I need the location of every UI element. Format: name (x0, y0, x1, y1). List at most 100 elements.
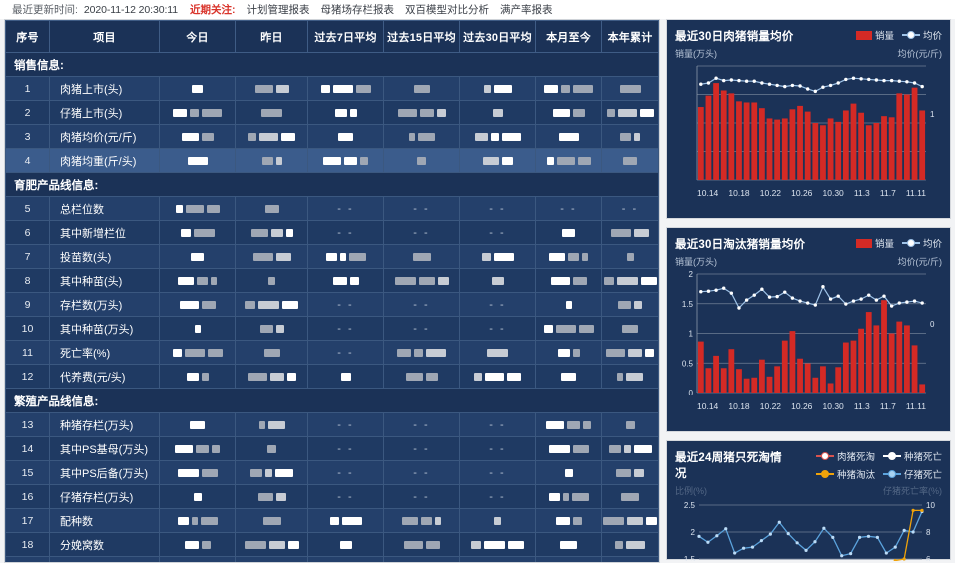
column-header-7[interactable]: 本月至今 (535, 20, 602, 53)
table-cell[interactable] (535, 460, 602, 485)
table-cell[interactable]: - - (307, 220, 384, 245)
table-cell[interactable]: - - (459, 460, 536, 485)
table-cell[interactable] (159, 244, 236, 269)
table-row[interactable]: 13 种猪存栏(万头) - - - - - - (5, 412, 659, 437)
table-cell[interactable] (383, 148, 460, 173)
table-cell[interactable] (535, 76, 602, 101)
table-cell[interactable] (535, 316, 602, 341)
table-cell[interactable] (459, 364, 536, 389)
table-cell[interactable] (159, 268, 236, 293)
table-cell[interactable]: - - (459, 196, 536, 221)
table-cell[interactable] (235, 484, 308, 509)
chart3-legend-breeder-death[interactable]: 种猪死亡 (882, 449, 942, 463)
table-cell[interactable] (159, 220, 236, 245)
table-cell[interactable] (535, 220, 602, 245)
table-cell[interactable] (535, 148, 602, 173)
table-cell[interactable]: - - (307, 340, 384, 365)
table-cell[interactable] (535, 412, 602, 437)
column-header-5[interactable]: 过去15日平均 (383, 20, 460, 53)
table-cell[interactable] (235, 508, 308, 533)
table-cell[interactable] (159, 412, 236, 437)
table-cell[interactable] (601, 148, 659, 173)
table-cell[interactable] (307, 508, 384, 533)
table-cell[interactable] (535, 532, 602, 557)
table-cell[interactable]: - - (307, 436, 384, 461)
table-cell[interactable] (601, 124, 659, 149)
table-cell[interactable] (459, 76, 536, 101)
table-cell[interactable] (235, 292, 308, 317)
table-cell[interactable] (601, 220, 659, 245)
table-row[interactable]: 17 配种数 (5, 508, 659, 533)
table-cell[interactable] (601, 460, 659, 485)
table-cell[interactable] (459, 508, 536, 533)
table-cell[interactable] (383, 244, 460, 269)
table-cell[interactable] (383, 556, 460, 562)
table-cell[interactable] (307, 124, 384, 149)
table-row[interactable]: 10 其中种苗(万头) - - - - - - (5, 316, 659, 341)
table-cell[interactable] (307, 268, 384, 293)
table-cell[interactable] (383, 340, 460, 365)
table-cell[interactable]: - - (459, 412, 536, 437)
table-cell[interactable]: - - (383, 436, 460, 461)
table-cell[interactable] (601, 268, 659, 293)
table-cell[interactable] (159, 556, 236, 562)
table-cell[interactable] (235, 532, 308, 557)
table-cell[interactable]: - - (307, 412, 384, 437)
table-cell[interactable] (235, 244, 308, 269)
table-cell[interactable] (235, 124, 308, 149)
table-cell[interactable]: - - (383, 484, 460, 509)
table-row[interactable]: 14 其中PS基母(万头) - - - - - - (5, 436, 659, 461)
chart1-legend-volume[interactable]: 销量 (855, 28, 894, 42)
table-cell[interactable]: - - (459, 220, 536, 245)
table-cell[interactable] (235, 220, 308, 245)
table-cell[interactable] (383, 532, 460, 557)
table-row[interactable]: 6 其中新增栏位 - - - - - - (5, 220, 659, 245)
table-cell[interactable] (235, 340, 308, 365)
table-cell[interactable] (601, 556, 659, 562)
table-cell[interactable] (235, 364, 308, 389)
chart-card-mortality-culling[interactable]: 最近24周猪只死淘情况 肉猪死淘 种猪死亡 种猪淘汰 仔猪死亡 (666, 440, 951, 563)
table-cell[interactable] (235, 76, 308, 101)
table-cell[interactable] (459, 244, 536, 269)
table-cell[interactable]: - - (307, 460, 384, 485)
table-cell[interactable] (159, 124, 236, 149)
table-cell[interactable]: - - (459, 436, 536, 461)
table-cell[interactable]: - - (383, 316, 460, 341)
table-cell[interactable] (601, 76, 659, 101)
table-cell[interactable] (307, 100, 384, 125)
column-header-0[interactable]: 序号 (5, 20, 50, 53)
table-cell[interactable]: - - (459, 316, 536, 341)
table-cell[interactable] (307, 364, 384, 389)
table-cell[interactable]: - - (307, 316, 384, 341)
table-cell[interactable] (459, 124, 536, 149)
table-cell[interactable] (235, 100, 308, 125)
table-cell[interactable] (535, 436, 602, 461)
table-cell[interactable] (383, 76, 460, 101)
table-cell[interactable] (159, 532, 236, 557)
table-cell[interactable] (235, 556, 308, 562)
chart2-legend-avgprice[interactable]: 均价 (901, 236, 942, 250)
table-cell[interactable] (459, 340, 536, 365)
table-row[interactable]: 1 肉猪上市(头) (5, 76, 659, 101)
link-sow-farm-inventory-report[interactable]: 母猪场存栏报表 (320, 4, 394, 16)
table-cell[interactable] (535, 100, 602, 125)
table-cell[interactable] (601, 100, 659, 125)
table-cell[interactable] (383, 508, 460, 533)
table-row[interactable]: 4 肉猪均重(斤/头) (5, 148, 659, 173)
table-cell[interactable] (235, 148, 308, 173)
table-cell[interactable] (535, 484, 602, 509)
table-row[interactable]: 3 肉猪均价(元/斤) (5, 124, 659, 149)
table-cell[interactable]: - - (307, 292, 384, 317)
table-cell[interactable] (459, 556, 536, 562)
table-cell[interactable]: - - (383, 412, 460, 437)
table-cell[interactable] (601, 436, 659, 461)
table-cell[interactable] (307, 76, 384, 101)
chart-card-cull-pig-sales[interactable]: 最近30日淘汰猪销量均价 销量 均价 销量(万头) 均价(元/斤) 0 0.5 1 1… (666, 227, 951, 432)
link-double-hundred-model-analysis[interactable]: 双百模型对比分析 (404, 4, 489, 16)
table-cell[interactable] (601, 316, 659, 341)
table-cell[interactable] (601, 532, 659, 557)
table-cell[interactable]: - - (459, 292, 536, 317)
table-cell[interactable] (459, 148, 536, 173)
table-cell[interactable] (307, 148, 384, 173)
chart-card-fattening-pig-sales[interactable]: 最近30日肉猪销量均价 销量 均价 销量(万头) 均价(元/斤) 1 10.14… (666, 19, 951, 219)
